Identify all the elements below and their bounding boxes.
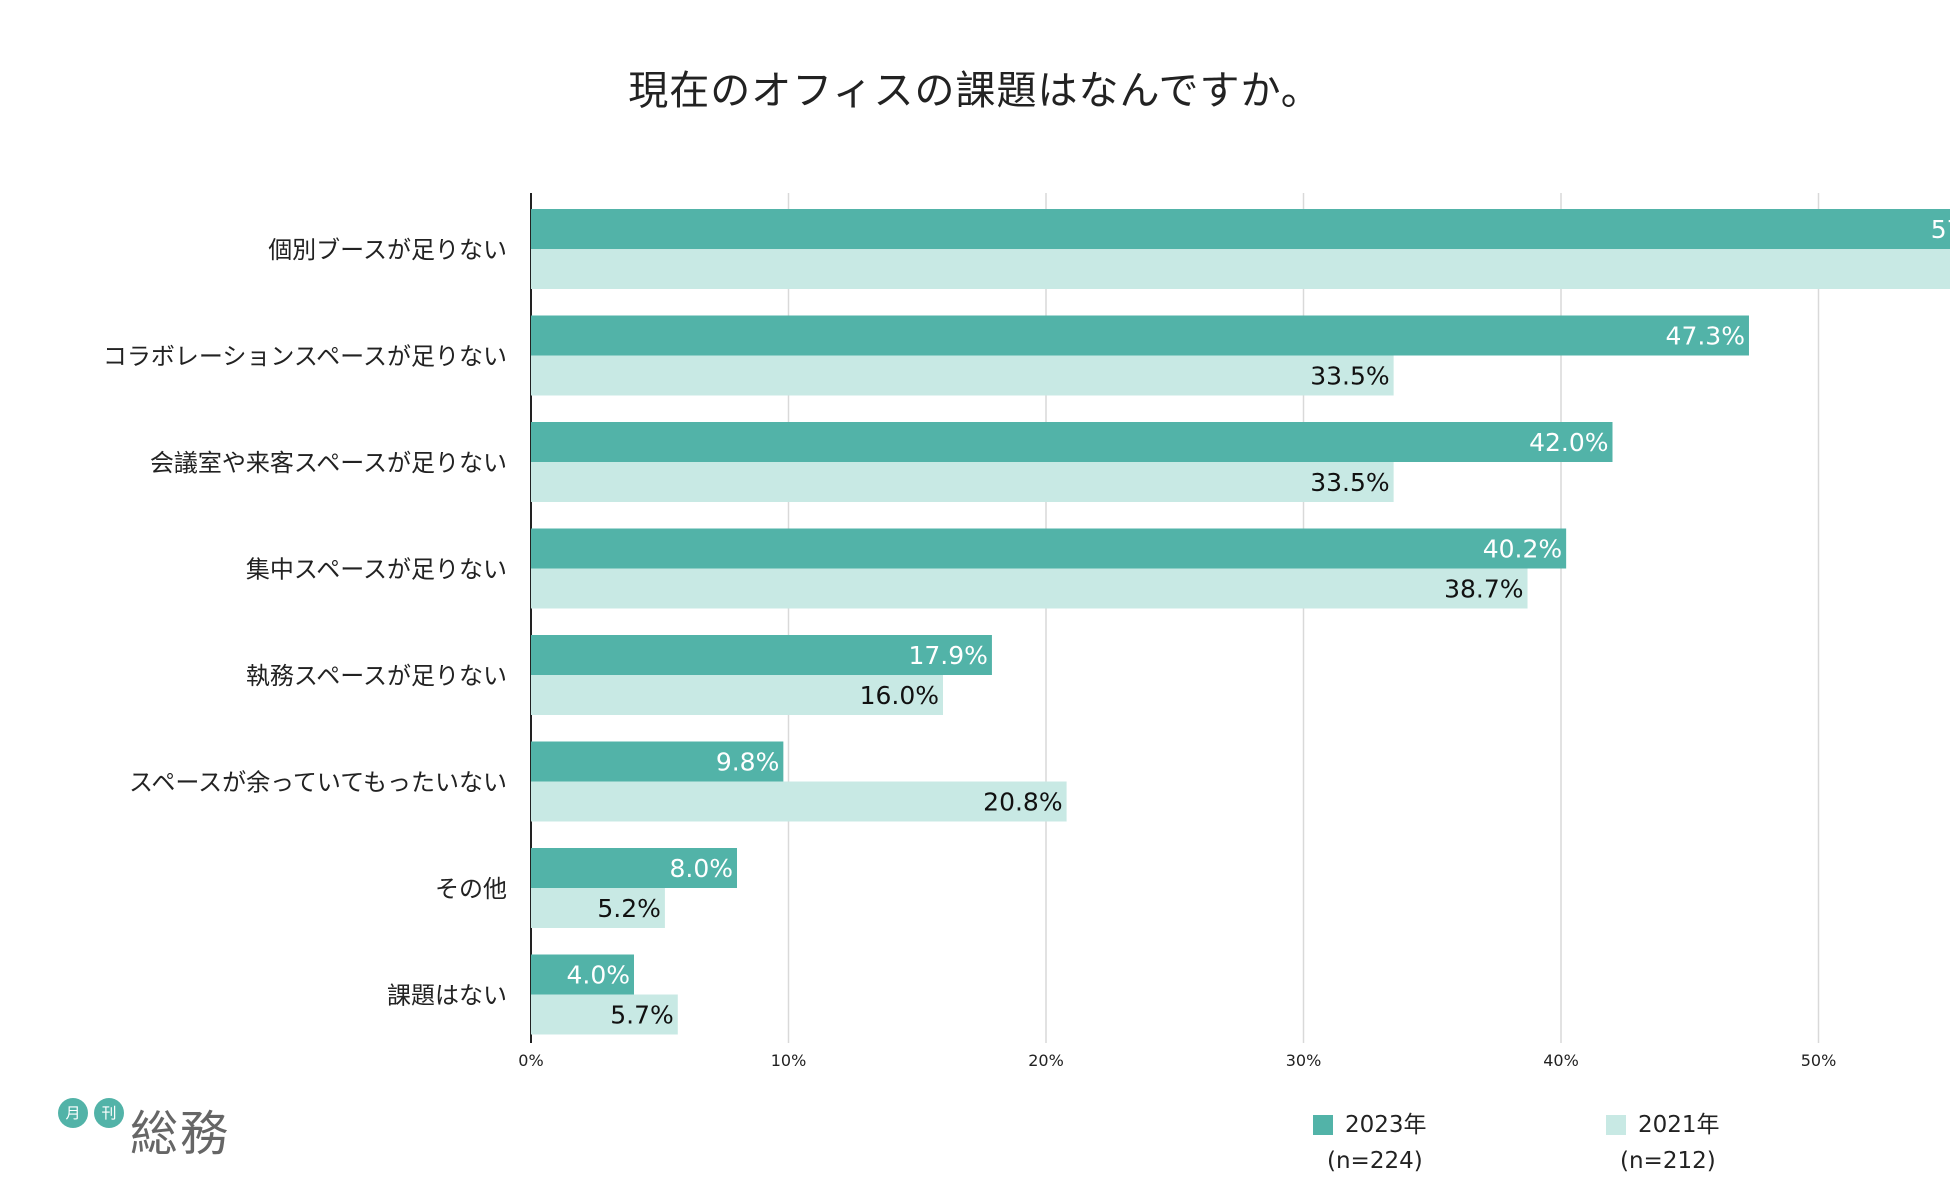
bar-2021 <box>531 781 1067 822</box>
x-tick-label: 10% <box>771 1051 807 1070</box>
bar-2023 <box>531 741 784 782</box>
x-tick-label: 0% <box>518 1051 543 1070</box>
bar-2023 <box>531 315 1749 356</box>
logo-brand-text: 総務 <box>130 1106 231 1162</box>
data-label-2023: 47.3% <box>1666 322 1745 351</box>
data-label-2023: 42.0% <box>1529 428 1608 457</box>
bar-2023 <box>531 635 992 675</box>
bar-2023 <box>531 954 634 995</box>
x-tick-label: 40% <box>1543 1051 1579 1070</box>
x-tick-label: 30% <box>1286 1051 1322 1070</box>
x-tick-label: 20% <box>1028 1051 1064 1070</box>
bar-2021 <box>531 994 678 1035</box>
category-label: 個別ブースが足りない <box>268 236 507 264</box>
legend-swatch-2021 <box>1606 1115 1626 1135</box>
bar-2023 <box>531 422 1613 462</box>
data-label-2021: 5.2% <box>597 894 661 923</box>
data-label-2023: 9.8% <box>716 748 780 777</box>
data-label-2023: 57.6% <box>1931 215 1950 244</box>
bar-2021 <box>531 675 943 715</box>
bars <box>531 209 1950 1035</box>
data-label-2023: 8.0% <box>669 854 733 883</box>
category-label: 執務スペースが足りない <box>246 662 507 690</box>
legend-n-2023: (n=224) <box>1327 1148 1423 1174</box>
x-tick-label: 50% <box>1801 1051 1837 1070</box>
gekkan-soumu-logo: 月 刊 総務 <box>58 1098 238 1162</box>
data-label-2021: 16.0% <box>860 681 939 710</box>
category-label: コラボレーションスペースが足りない <box>103 343 507 371</box>
data-label-2021: 33.5% <box>1310 468 1389 497</box>
category-label: 課題はない <box>387 982 507 1010</box>
bar-2021 <box>531 568 1528 609</box>
legend-label-2023: 2023年 <box>1345 1112 1427 1138</box>
category-label: 集中スペースが足りない <box>246 556 507 584</box>
category-label: スペースが余っていてもったいない <box>129 769 507 797</box>
category-label: 会議室や来客スペースが足りない <box>150 449 507 477</box>
data-label-2021: 33.5% <box>1310 362 1389 391</box>
bar-2021 <box>531 355 1394 396</box>
bar-2023 <box>531 528 1567 569</box>
bar-2021 <box>531 462 1394 502</box>
data-label-2023: 17.9% <box>909 641 988 670</box>
data-label-2021: 5.7% <box>610 1001 674 1030</box>
bar-2023 <box>531 209 1950 249</box>
bar-2021 <box>531 888 665 928</box>
logo-badge-month: 月 <box>58 1098 88 1128</box>
bar-2021 <box>531 249 1950 289</box>
logo-badge-publication: 刊 <box>94 1098 124 1128</box>
labels: 0%10%20%30%40%50%60%70%個別ブースが足りない57.6%63… <box>103 215 1950 1070</box>
legend-n-2021: (n=212) <box>1620 1148 1716 1174</box>
data-label-2023: 40.2% <box>1483 535 1562 564</box>
chart-title: 現在のオフィスの課題はなんですか。 <box>628 68 1322 114</box>
bar-2023 <box>531 848 737 888</box>
legend-label-2021: 2021年 <box>1638 1112 1720 1138</box>
data-label-2021: 20.8% <box>983 788 1062 817</box>
legend-swatch-2023 <box>1313 1115 1333 1135</box>
data-label-2021: 38.7% <box>1444 575 1523 604</box>
data-label-2023: 4.0% <box>566 961 630 990</box>
category-label: その他 <box>435 875 507 903</box>
